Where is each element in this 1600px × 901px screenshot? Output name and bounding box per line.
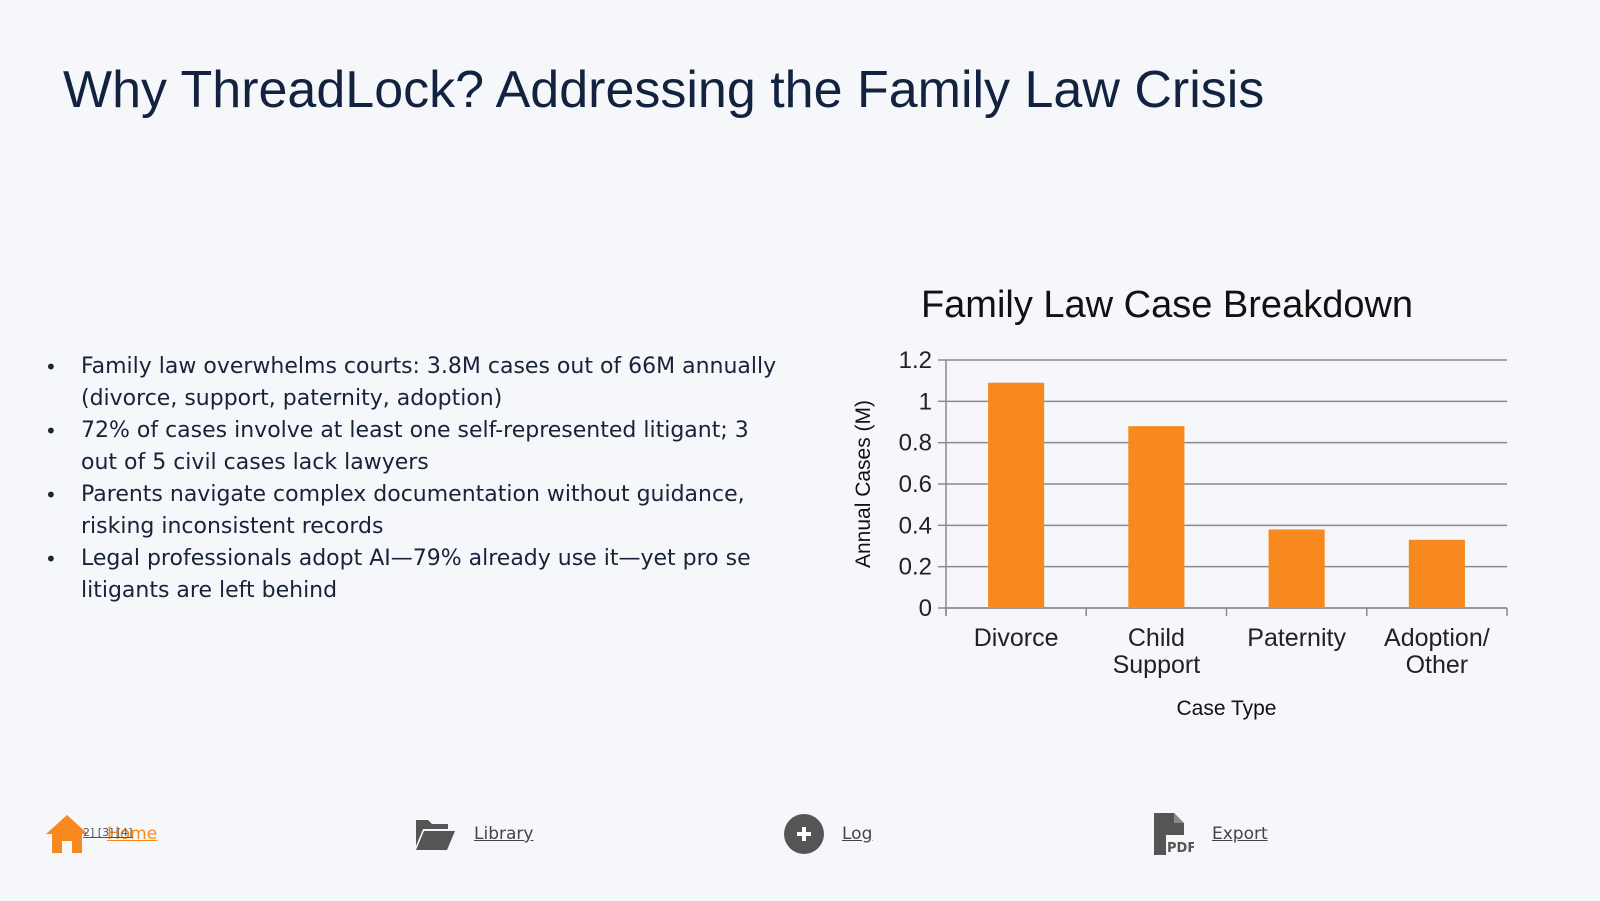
bullet-item: • Parents navigate complex documentation … [45, 479, 785, 543]
bullet-text: Legal professionals adopt AI—79% already… [81, 546, 751, 603]
bullet-list: • Family law overwhelms courts: 3.8M case… [45, 351, 785, 607]
bar-chart: Family Law Case Breakdown 0 0.2 0.4 0.6 0.8 1 1… [852, 284, 1508, 720]
chart-title: Family Law Case Breakdown [921, 284, 1413, 326]
y-tick-label: 1 [919, 388, 932, 415]
nav-export[interactable]: PDF Export [1152, 812, 1268, 856]
plus-circle-icon [784, 814, 824, 854]
pdf-badge: PDF [1167, 841, 1194, 855]
nav-library[interactable]: Library [414, 812, 533, 856]
x-tick-label: Adoption/ [1384, 624, 1490, 652]
bullet-text: Family law overwhelms courts: 3.8M cases… [81, 354, 777, 411]
bullet-dot: • [45, 419, 57, 443]
bar [1408, 539, 1465, 608]
y-tick-label: 0.8 [899, 430, 932, 457]
x-tick-label: Child [1128, 624, 1185, 652]
bullet-dot: • [45, 355, 57, 379]
bullet-dot: • [45, 547, 57, 571]
x-axis-label: Case Type [1176, 697, 1276, 720]
bullet-dot: • [45, 483, 57, 507]
y-tick-label: 0.2 [899, 554, 932, 581]
folder-icon [416, 820, 455, 850]
nav-home-label[interactable]: Home [107, 824, 158, 844]
bar [1128, 426, 1185, 608]
bullet-text: 72% of cases involve at least one self-r… [81, 418, 749, 475]
home-icon [46, 815, 88, 853]
y-tick-label: 0 [919, 595, 932, 622]
x-tick-label: Support [1113, 651, 1201, 679]
nav-export-label[interactable]: Export [1212, 824, 1268, 844]
bullet-item: • Legal professionals adopt AI—79% alread… [45, 543, 785, 607]
y-tick-label: 1.2 [899, 347, 932, 374]
page-links[interactable]: 2] [3] [4] [83, 826, 133, 839]
nav-library-label[interactable]: Library [474, 824, 534, 844]
x-tick-label: Paternity [1247, 624, 1346, 652]
bullet-item: • 72% of cases involve at least one self-… [45, 415, 785, 479]
slide-title: Why ThreadLock? Addressing the Family La… [63, 61, 1265, 119]
bar [988, 382, 1045, 608]
y-tick-label: 0.6 [899, 471, 932, 498]
bar [1268, 529, 1325, 608]
bullet-text: Parents navigate complex documentation w… [81, 482, 745, 539]
x-tick-label: Other [1406, 651, 1469, 679]
x-tick-label: Divorce [974, 624, 1059, 652]
nav-home[interactable]: Home [45, 812, 157, 856]
nav-log[interactable]: Log [784, 812, 872, 856]
pdf-file-icon: PDF [1154, 813, 1194, 855]
bullet-item: • Family law overwhelms courts: 3.8M case… [45, 351, 785, 415]
y-tick-label: 0.4 [899, 512, 932, 539]
y-axis-label: Annual Cases (M) [852, 400, 875, 568]
nav-log-label[interactable]: Log [842, 824, 873, 844]
